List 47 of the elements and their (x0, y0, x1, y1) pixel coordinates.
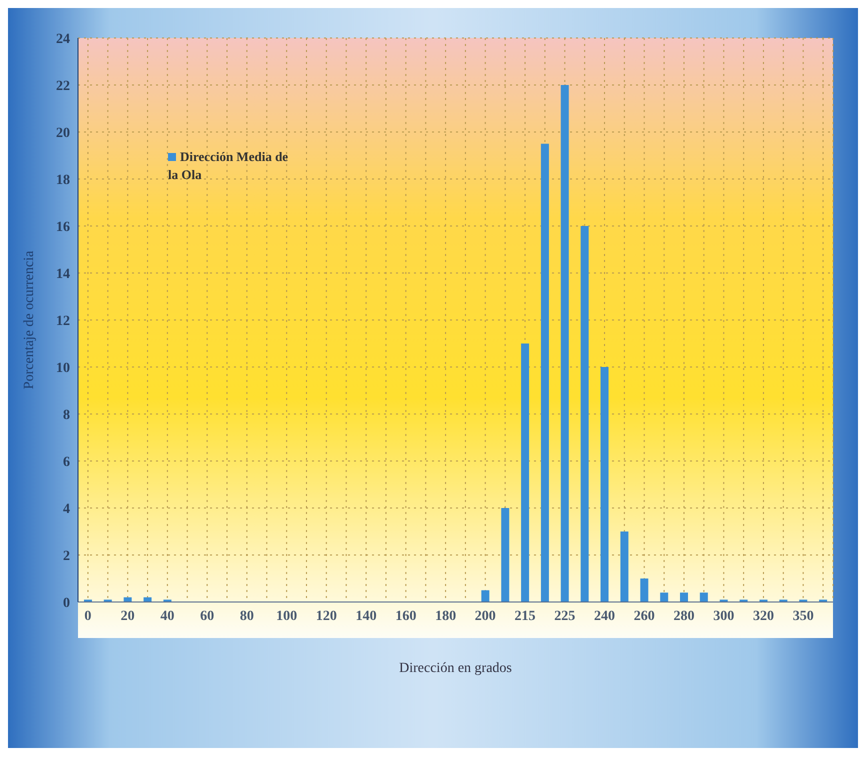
x-axis-title: Dirección en grados (399, 661, 512, 676)
y-tick-label: 6 (63, 454, 70, 470)
bar (660, 592, 668, 602)
bar (560, 85, 569, 602)
x-tick-label: 200 (474, 608, 496, 624)
x-tick-label: 160 (395, 608, 416, 624)
x-tick-label: 320 (752, 608, 774, 624)
bar (680, 592, 688, 602)
x-tick-label: 225 (554, 608, 576, 624)
y-tick-label: 22 (56, 78, 70, 94)
y-tick-label: 12 (56, 314, 70, 329)
y-tick-label: 10 (56, 360, 70, 376)
bar (600, 367, 609, 602)
y-tick-label: 20 (56, 126, 70, 141)
x-tick-label: 180 (435, 608, 456, 624)
x-tick-label: 260 (634, 608, 655, 624)
x-tick-label: 80 (240, 608, 254, 624)
x-tick-label: 120 (316, 608, 337, 624)
bar (501, 508, 510, 602)
x-tick-label: 240 (594, 608, 616, 624)
x-tick-label: 40 (160, 608, 174, 624)
bar (580, 226, 589, 602)
bar (521, 344, 530, 602)
x-tick-label: 100 (276, 608, 298, 624)
x-tick-label: 215 (514, 608, 536, 624)
y-tick-label: 0 (63, 596, 70, 611)
x-tick-label: 280 (673, 608, 694, 624)
legend-label: Dirección Media de la Ola (168, 149, 288, 182)
x-tick-label: 140 (356, 608, 377, 624)
y-tick-label: 14 (56, 266, 70, 282)
bar (700, 592, 708, 602)
y-tick-label: 2 (63, 548, 70, 564)
y-tick-label: 18 (56, 172, 70, 188)
bar (620, 532, 628, 602)
y-tick-label: 16 (56, 220, 70, 235)
x-tick-label: 350 (792, 608, 814, 624)
x-tick-label: 300 (713, 608, 734, 624)
x-tick-label: 20 (120, 608, 135, 624)
y-axis-title: Porcentaje de ocurrencia (22, 250, 37, 390)
y-tick-label: 4 (63, 502, 70, 517)
y-tick-label: 8 (63, 408, 70, 423)
bar (640, 578, 648, 602)
x-tick-label: 60 (200, 608, 214, 624)
y-tick-label: 24 (56, 32, 70, 47)
bar (481, 590, 490, 602)
x-tick-label: 0 (84, 608, 92, 624)
bar (540, 144, 549, 602)
